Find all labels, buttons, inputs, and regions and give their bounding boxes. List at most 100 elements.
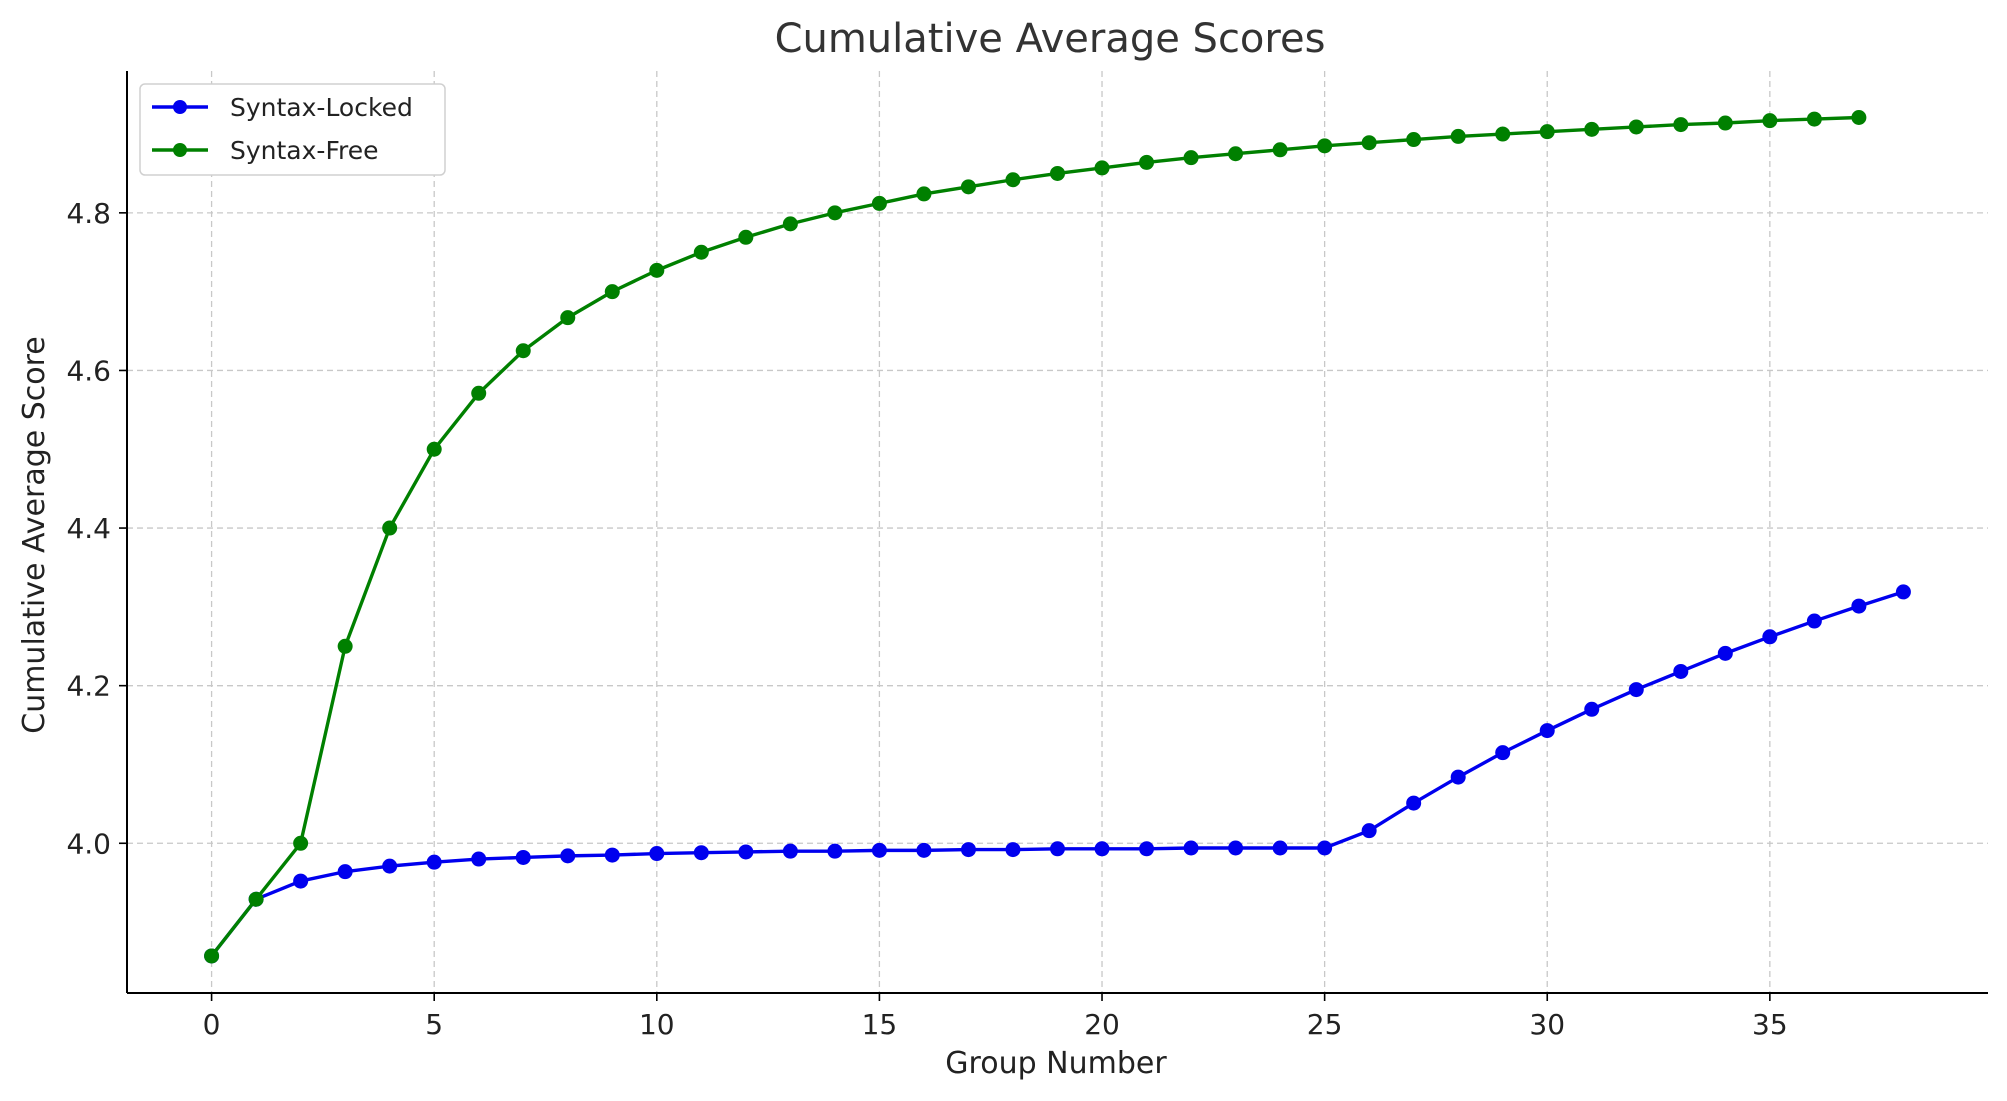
data-point-syntax-free [382,520,398,536]
axes [126,71,1988,994]
data-point-syntax-locked [1450,769,1466,785]
data-point-syntax-free [960,179,976,195]
data-point-syntax-locked [1762,629,1778,645]
data-point-syntax-free [1584,121,1600,137]
series-line-syntax-locked [210,590,1904,958]
grid [127,71,1988,993]
x-tick-label: 20 [1084,1008,1120,1041]
data-point-syntax-free [1228,146,1244,162]
data-point-syntax-locked [1673,663,1689,679]
data-point-syntax-free [1673,117,1689,133]
data-point-syntax-free [1628,119,1644,135]
series-layer [204,109,1911,964]
data-point-syntax-locked [1495,745,1511,761]
data-point-syntax-free [604,284,620,300]
data-point-syntax-free [204,948,220,964]
x-tick-label: 30 [1529,1008,1565,1041]
legend: Syntax-Locked Syntax-Free [139,83,446,176]
data-point-syntax-free [1762,113,1778,129]
data-point-syntax-locked [382,858,398,874]
data-point-syntax-free [248,891,264,907]
data-point-syntax-locked [426,854,442,870]
data-point-syntax-locked [738,844,754,860]
data-point-syntax-free [738,229,754,245]
data-point-syntax-locked [471,851,487,867]
data-point-syntax-locked [1050,841,1065,857]
y-axis-title: Cumulative Average Score [17,336,52,734]
x-tick-label: 35 [1752,1008,1788,1041]
legend-label-syntax-free: Syntax-Free [230,136,379,165]
y-tick-label: 4.6 [66,354,111,387]
data-point-syntax-free [1806,111,1822,127]
data-point-syntax-locked [1094,841,1110,857]
data-point-syntax-locked [1806,613,1822,629]
data-point-syntax-locked [827,843,843,859]
data-point-syntax-locked [1628,682,1644,698]
data-point-syntax-free [1539,124,1555,140]
series-syntax-free [204,109,1867,964]
y-tick-label: 4.4 [66,512,111,545]
data-point-syntax-locked [649,846,665,862]
data-point-syntax-free [293,835,309,851]
data-point-syntax-free [916,186,932,202]
y-tick-label: 4.2 [66,670,111,703]
data-point-syntax-free [560,310,576,326]
data-point-syntax-free [1050,165,1065,181]
data-point-syntax-locked [1272,840,1288,856]
data-point-syntax-free [782,216,798,232]
y-tick-label: 4.0 [66,827,111,860]
data-point-syntax-free [693,244,709,260]
data-point-syntax-locked [1183,840,1199,856]
legend-frame [139,83,446,176]
x-tick-label: 10 [639,1008,675,1041]
series-syntax-locked [204,584,1911,964]
data-point-syntax-locked [1539,723,1555,739]
data-point-syntax-free [471,385,487,401]
data-point-syntax-locked [1317,840,1333,856]
series-line-syntax-free [210,115,1859,958]
data-point-syntax-locked [337,864,353,880]
data-point-syntax-locked [1406,795,1422,811]
data-point-syntax-free [1094,160,1110,176]
data-point-syntax-locked [515,849,531,865]
data-point-syntax-locked [1361,823,1377,839]
data-point-syntax-free [1717,115,1733,131]
data-point-syntax-locked [1005,842,1021,858]
legend-label-syntax-locked: Syntax-Locked [230,93,413,122]
x-axis-title: Group Number [945,1046,1167,1081]
data-point-syntax-locked [871,842,887,858]
data-point-syntax-locked [604,847,620,863]
data-point-syntax-free [337,638,353,654]
legend-marker-syntax-locked [173,100,187,114]
data-point-syntax-free [1139,154,1155,170]
data-point-syntax-free [649,262,665,278]
data-point-syntax-free [515,343,531,359]
x-tick-label: 15 [862,1008,898,1041]
data-point-syntax-free [1317,138,1333,154]
x-tick-label: 5 [425,1008,443,1041]
data-point-syntax-free [827,205,843,221]
legend-marker-syntax-free [173,143,187,157]
data-point-syntax-locked [693,845,709,861]
data-point-syntax-locked [1717,645,1733,661]
data-point-syntax-locked [1228,840,1244,856]
y-tick-label: 4.8 [66,197,111,230]
chart-title: Cumulative Average Scores [775,16,1326,62]
data-point-syntax-locked [1895,584,1911,600]
x-tick-label: 25 [1307,1008,1343,1041]
data-point-syntax-free [871,195,887,211]
data-point-syntax-locked [960,842,976,858]
data-point-syntax-free [1183,150,1199,166]
data-point-syntax-free [1495,126,1511,142]
data-point-syntax-locked [916,842,932,858]
data-point-syntax-free [426,441,442,457]
data-point-syntax-locked [293,873,309,889]
data-point-syntax-free [1851,109,1867,125]
data-point-syntax-free [1272,142,1288,158]
data-point-syntax-locked [560,848,576,864]
ticks: 0 5 10 15 20 25 30 35 4.0 4.2 4.4 4.6 4.8 [66,197,1787,1041]
data-point-syntax-free [1005,172,1021,188]
data-point-syntax-free [1361,135,1377,151]
data-point-syntax-free [1450,128,1466,144]
